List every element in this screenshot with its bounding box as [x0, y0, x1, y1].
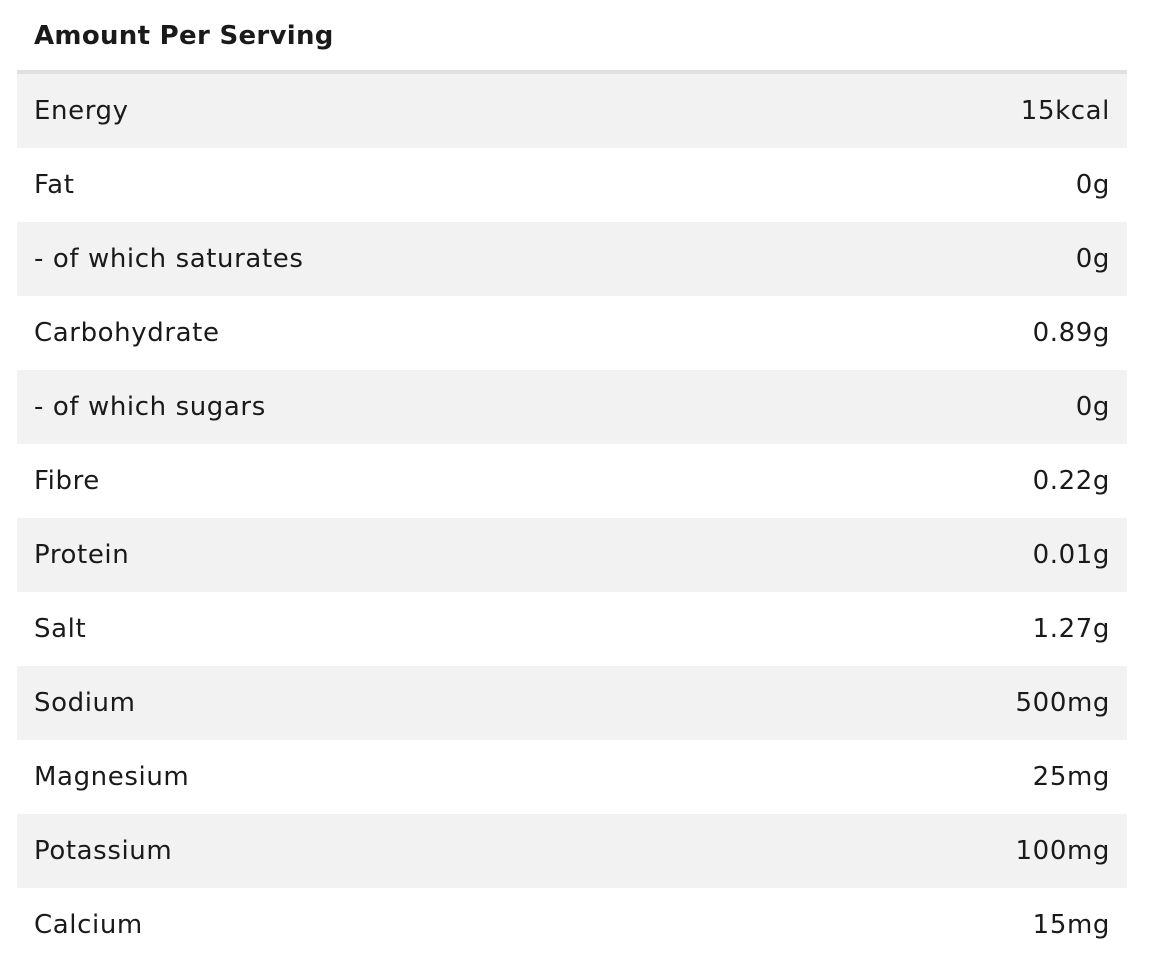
nutrient-value: 15kcal — [1020, 96, 1110, 126]
nutrient-value: 0.22g — [1032, 466, 1110, 496]
table-row-protein: Protein 0.01g — [17, 518, 1127, 592]
nutrient-label: - of which saturates — [34, 244, 304, 274]
table-row-sugars: - of which sugars 0g — [17, 370, 1127, 444]
nutrient-label: Magnesium — [34, 762, 190, 792]
table-row-fat: Fat 0g — [17, 148, 1127, 222]
nutrient-label: Sodium — [34, 688, 136, 718]
nutrient-label: Energy — [34, 96, 129, 126]
table-row-salt: Salt 1.27g — [17, 592, 1127, 666]
nutrient-value: 0g — [1075, 170, 1110, 200]
table-row-carbohydrate: Carbohydrate 0.89g — [17, 296, 1127, 370]
nutrient-value: 0.01g — [1032, 540, 1110, 570]
table-row-magnesium: Magnesium 25mg — [17, 740, 1127, 814]
nutrient-value: 0g — [1075, 392, 1110, 422]
nutrient-label: Carbohydrate — [34, 318, 220, 348]
nutrient-label: Fibre — [34, 466, 100, 496]
nutrient-value: 0.89g — [1032, 318, 1110, 348]
table-row-energy: Energy 15kcal — [17, 74, 1127, 148]
nutrient-label: - of which sugars — [34, 392, 266, 422]
nutrient-value: 15mg — [1032, 910, 1110, 940]
nutrient-value: 100mg — [1015, 836, 1110, 866]
nutrient-value: 25mg — [1032, 762, 1110, 792]
nutrient-label: Potassium — [34, 836, 173, 866]
header-label: Amount Per Serving — [34, 20, 334, 51]
nutrient-label: Protein — [34, 540, 130, 570]
nutrient-label: Salt — [34, 614, 87, 644]
table-header: Amount Per Serving — [17, 0, 1127, 74]
table-row-sodium: Sodium 500mg — [17, 666, 1127, 740]
table-row-calcium: Calcium 15mg — [17, 888, 1127, 962]
nutrient-label: Fat — [34, 170, 75, 200]
table-row-potassium: Potassium 100mg — [17, 814, 1127, 888]
table-body: Energy 15kcal Fat 0g - of which saturate… — [17, 74, 1127, 962]
table-row-saturates: - of which saturates 0g — [17, 222, 1127, 296]
nutrient-value: 1.27g — [1032, 614, 1110, 644]
nutrient-label: Calcium — [34, 910, 143, 940]
nutrient-value: 500mg — [1015, 688, 1110, 718]
nutrition-table: Amount Per Serving Energy 15kcal Fat 0g … — [17, 0, 1127, 962]
nutrient-value: 0g — [1075, 244, 1110, 274]
table-row-fibre: Fibre 0.22g — [17, 444, 1127, 518]
